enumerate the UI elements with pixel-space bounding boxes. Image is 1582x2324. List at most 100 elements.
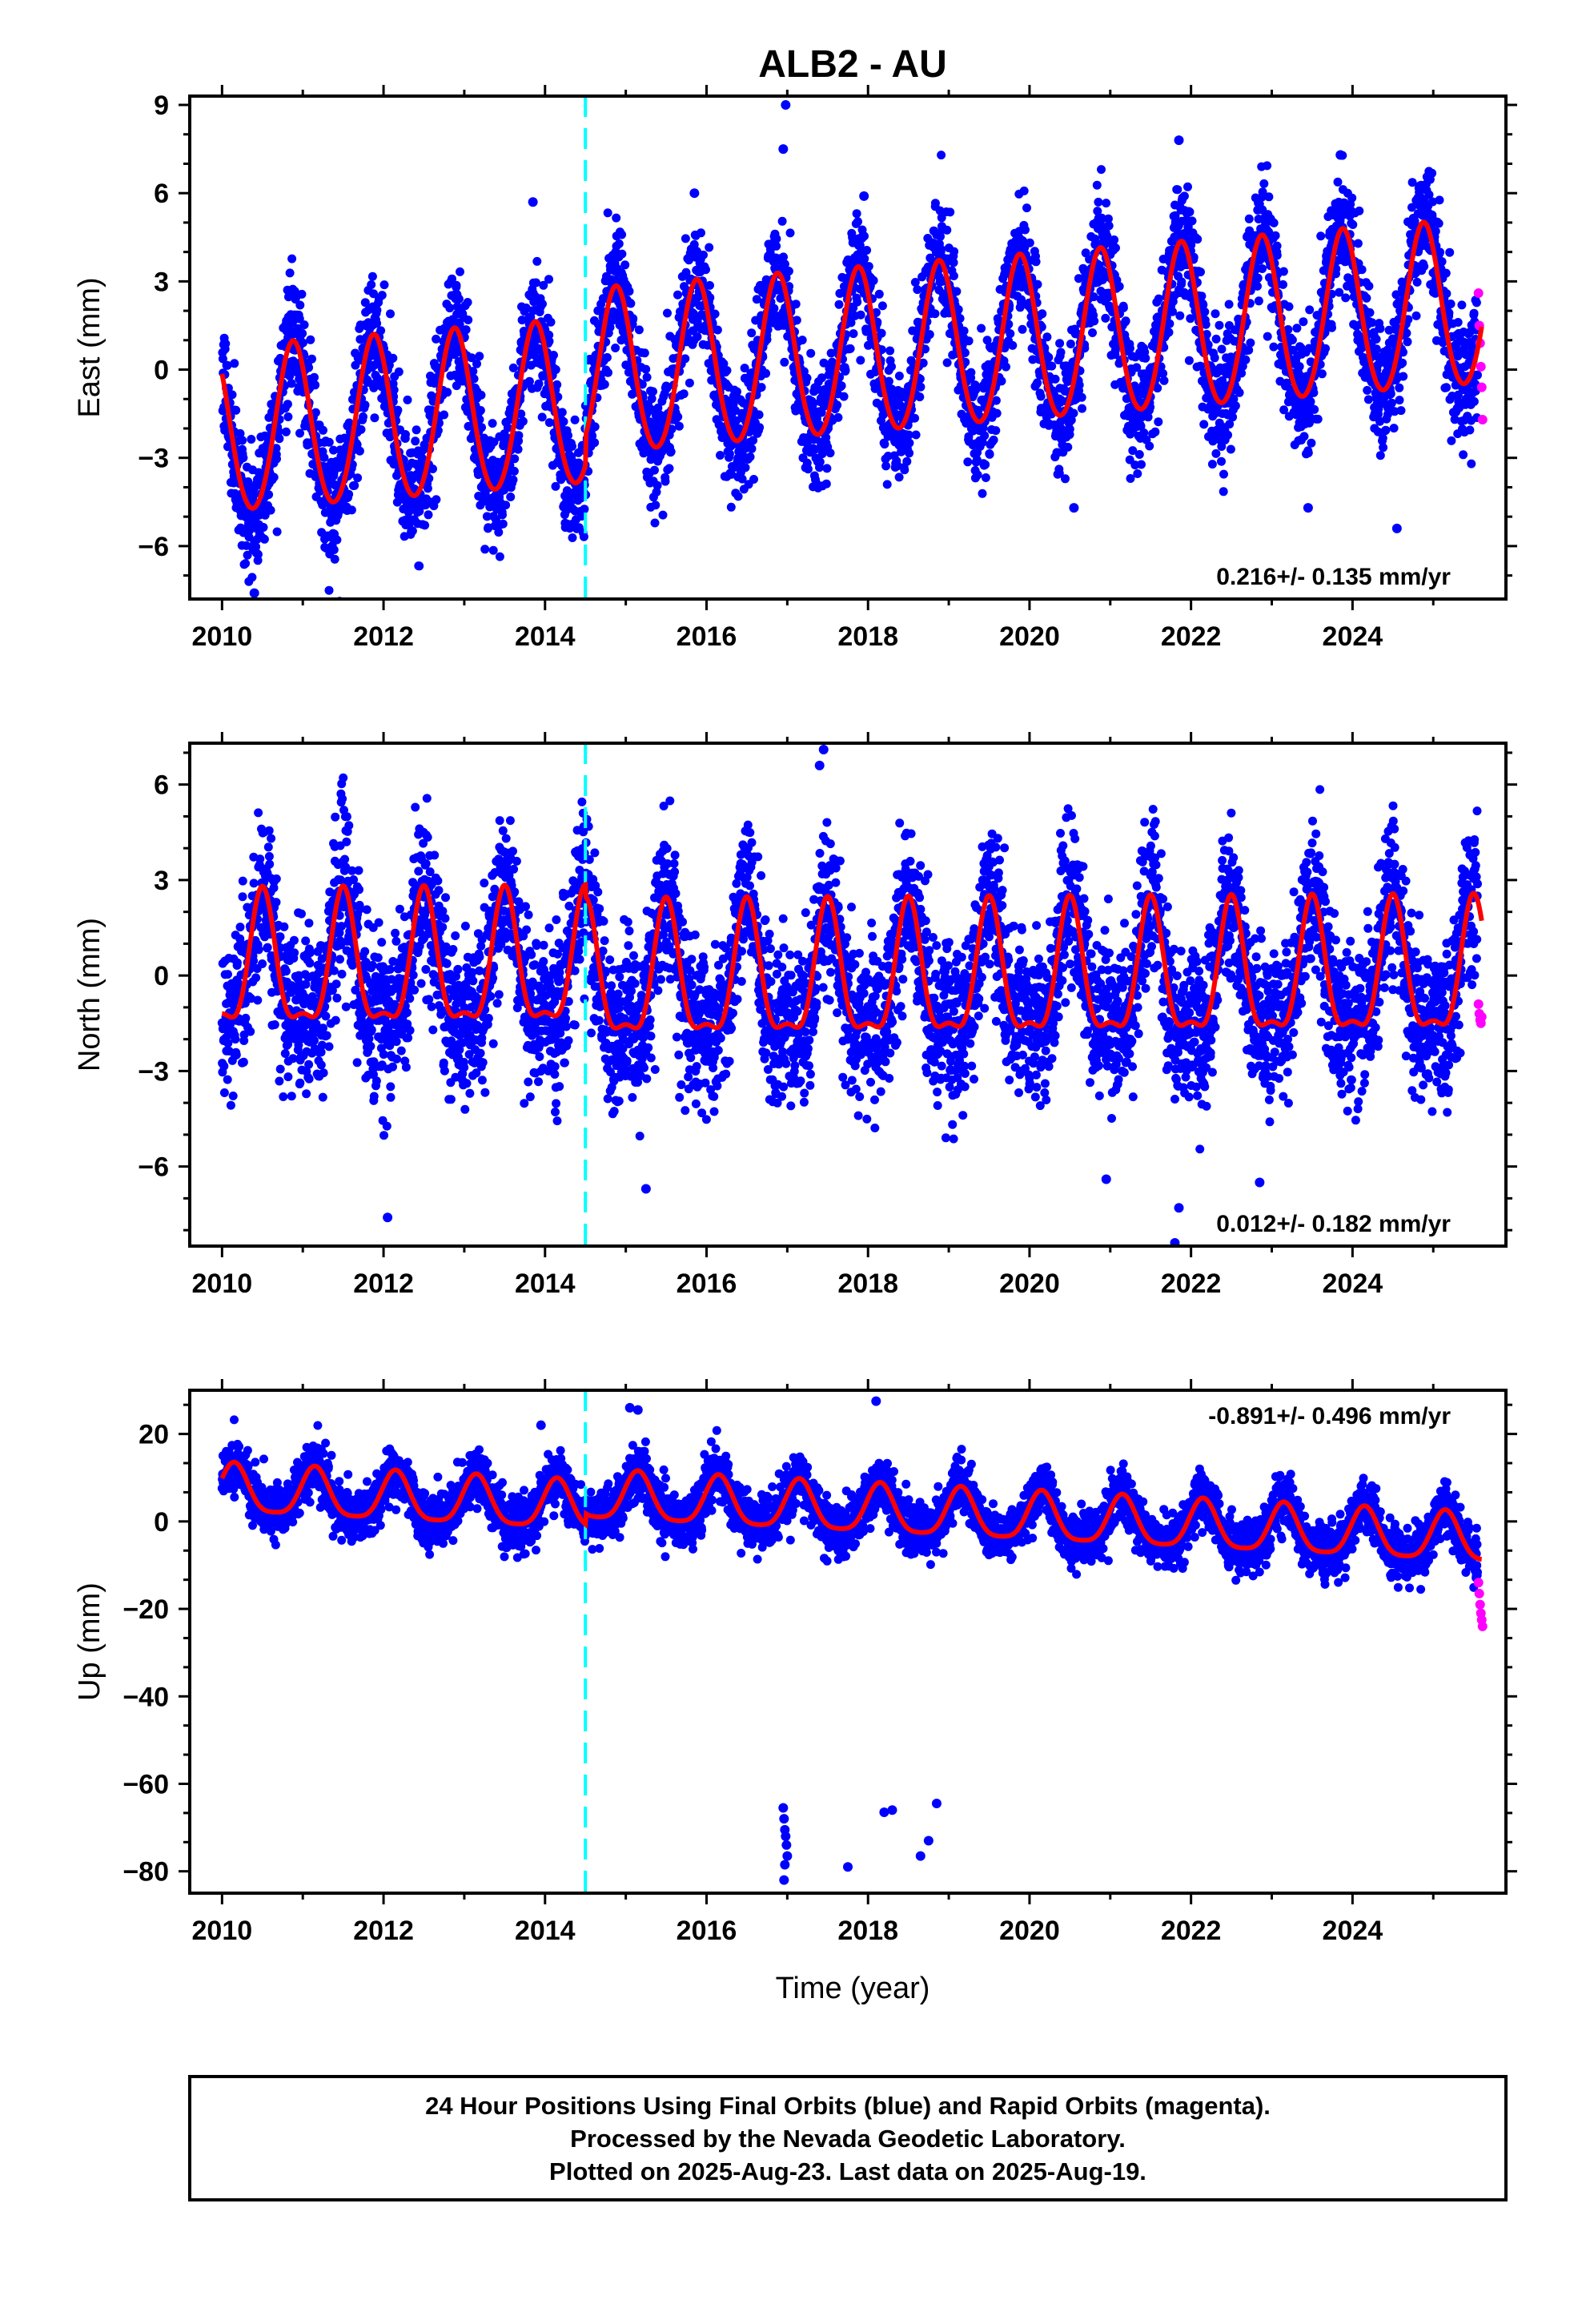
data-point	[617, 230, 627, 239]
data-point	[463, 298, 472, 307]
data-point	[510, 454, 520, 464]
data-point	[420, 521, 430, 530]
data-point	[1357, 265, 1367, 275]
data-point	[905, 448, 914, 458]
data-point	[849, 329, 858, 339]
data-point	[1150, 427, 1160, 436]
data-point	[699, 250, 708, 259]
data-point	[1134, 450, 1144, 459]
data-point	[966, 368, 976, 377]
data-point	[271, 444, 281, 453]
data-point	[1353, 239, 1363, 248]
data-point	[1327, 323, 1336, 332]
data-point	[238, 436, 247, 445]
data-point	[911, 430, 921, 440]
data-point	[251, 542, 261, 552]
data-point	[1061, 474, 1070, 484]
data-point	[1031, 257, 1041, 267]
data-point	[952, 287, 962, 296]
data-point	[981, 460, 990, 469]
data-point	[963, 457, 973, 467]
data-point	[882, 480, 892, 489]
data-point	[1389, 424, 1399, 433]
data-point	[902, 456, 912, 466]
data-point	[681, 234, 690, 243]
data-point	[518, 416, 528, 426]
data-point	[359, 412, 367, 421]
data-point	[477, 423, 486, 432]
data-point	[223, 360, 232, 370]
data-point	[367, 271, 377, 281]
data-point	[1017, 295, 1026, 304]
data-point	[949, 271, 958, 280]
data-point	[1299, 432, 1309, 441]
data-point	[287, 254, 297, 263]
data-point	[259, 523, 268, 532]
data-point	[564, 431, 572, 440]
data-point	[350, 480, 359, 490]
data-point	[1217, 344, 1227, 354]
data-point	[319, 425, 327, 435]
data-point	[930, 309, 940, 319]
data-point	[1307, 438, 1316, 448]
data-point	[955, 314, 965, 324]
data-point	[997, 376, 1006, 386]
data-point	[1355, 206, 1364, 215]
data-point	[469, 374, 479, 384]
data-point	[977, 324, 986, 333]
data-point	[243, 550, 252, 560]
data-point	[651, 501, 661, 510]
data-point	[452, 280, 461, 290]
data-point	[834, 300, 844, 309]
data-point	[612, 213, 621, 223]
data-point	[877, 301, 887, 311]
data-point	[360, 400, 370, 410]
data-point	[488, 545, 498, 555]
data-point	[747, 328, 757, 338]
data-point	[311, 408, 320, 417]
data-point	[1118, 303, 1128, 312]
data-point	[973, 470, 982, 480]
data-point	[1292, 324, 1302, 333]
data-point	[532, 256, 542, 266]
data-point	[242, 541, 251, 550]
data-point	[1259, 179, 1269, 188]
data-point	[806, 348, 816, 358]
data-point	[856, 356, 865, 365]
data-point	[1177, 277, 1186, 287]
data-point	[1042, 332, 1052, 342]
data-point	[259, 534, 269, 544]
data-point	[285, 268, 295, 278]
data-point	[1295, 362, 1304, 372]
data-point	[304, 363, 314, 372]
data-point	[503, 423, 512, 432]
data-point	[833, 400, 842, 410]
data-point	[1038, 309, 1047, 319]
data-point	[1110, 235, 1119, 244]
data-point	[476, 406, 485, 415]
data-point	[880, 440, 889, 449]
data-point	[1165, 319, 1174, 328]
data-point	[821, 479, 831, 489]
data-point	[388, 353, 398, 363]
data-point	[713, 325, 722, 335]
data-point	[1159, 376, 1169, 385]
data-point	[1272, 241, 1282, 251]
data-point	[710, 309, 720, 319]
data-point	[347, 505, 356, 515]
data-point	[1399, 372, 1408, 381]
data-point	[1121, 316, 1130, 326]
data-point	[620, 260, 630, 270]
data-point	[415, 561, 424, 571]
data-point	[964, 336, 974, 346]
data-point	[450, 350, 460, 360]
data-point	[674, 421, 684, 431]
data-point	[1164, 328, 1174, 337]
data-point	[372, 305, 382, 315]
data-point	[950, 247, 959, 256]
data-point	[1154, 294, 1163, 304]
data-point	[725, 449, 734, 459]
data-point	[887, 362, 896, 372]
data-point	[991, 426, 1001, 436]
data-point	[815, 457, 825, 467]
